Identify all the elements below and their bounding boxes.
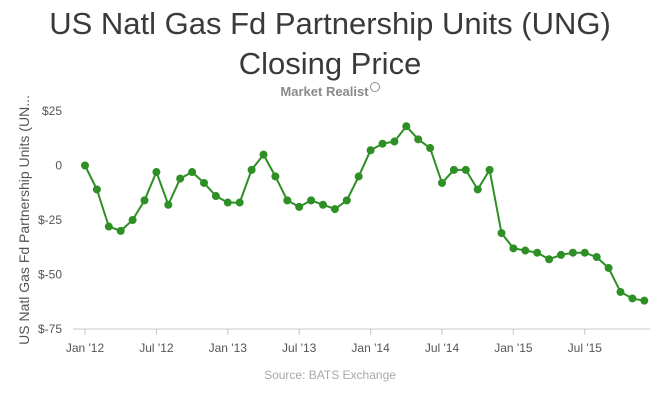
source-note: Source: BATS Exchange <box>264 368 396 382</box>
data-point[interactable] <box>580 248 589 257</box>
x-tick-label: Jul '14 <box>425 341 460 355</box>
data-point[interactable] <box>604 263 613 272</box>
data-point[interactable] <box>557 250 565 259</box>
data-point[interactable] <box>104 222 113 231</box>
data-point[interactable] <box>533 248 542 257</box>
data-point[interactable] <box>223 198 232 207</box>
data-point[interactable] <box>426 144 435 153</box>
data-point[interactable] <box>235 198 244 207</box>
data-point[interactable] <box>628 294 637 303</box>
data-point[interactable] <box>592 253 601 262</box>
data-point[interactable] <box>342 196 351 205</box>
brand-logo: Market Realist <box>0 82 660 99</box>
brand-text: Market Realist <box>280 84 369 99</box>
magnifier-icon <box>369 82 380 92</box>
data-point[interactable] <box>461 165 470 174</box>
data-point[interactable] <box>211 192 220 201</box>
data-point[interactable] <box>319 200 327 209</box>
x-tick-label: Jan '12 <box>66 341 105 355</box>
series-line <box>84 125 645 302</box>
data-point[interactable] <box>259 150 268 159</box>
data-point[interactable] <box>188 168 197 177</box>
x-tick-label: Jul '12 <box>139 341 174 355</box>
y-tick-label: $-75 <box>38 322 62 336</box>
data-point[interactable] <box>366 146 375 155</box>
data-point[interactable] <box>568 248 577 257</box>
x-tick-label: Jan '13 <box>209 341 248 355</box>
y-tick-label: 0 <box>55 159 62 173</box>
data-point[interactable] <box>92 185 101 194</box>
y-tick-label: $-50 <box>38 268 62 282</box>
data-point[interactable] <box>200 178 208 187</box>
data-point[interactable] <box>295 202 304 211</box>
data-point[interactable] <box>390 137 399 146</box>
chart-labels: $25 0 $-25 $-50 $-75 Jan '12 Jul '12 Jan '13 Jul… <box>16 95 602 355</box>
data-point[interactable] <box>164 200 173 209</box>
data-point[interactable] <box>497 229 506 238</box>
x-tick-label: Jan '15 <box>494 341 533 355</box>
y-tick-label: $25 <box>42 104 62 118</box>
data-point[interactable] <box>307 196 316 205</box>
data-point[interactable] <box>378 139 387 148</box>
data-point[interactable] <box>402 122 411 131</box>
x-tick-label: Jan '14 <box>351 341 390 355</box>
chart-title-line-2: Closing Price <box>238 46 422 81</box>
y-tick-label: $-25 <box>38 213 62 227</box>
data-point[interactable] <box>271 172 280 181</box>
data-point[interactable] <box>509 244 518 253</box>
data-point[interactable] <box>116 226 125 235</box>
data-point[interactable] <box>545 255 554 264</box>
data-point[interactable] <box>485 165 494 174</box>
data-point[interactable] <box>283 196 292 205</box>
data-point[interactable] <box>152 168 161 177</box>
data-point[interactable] <box>616 287 625 296</box>
data-point[interactable] <box>449 165 458 174</box>
x-tick-label: Jul '13 <box>282 341 317 355</box>
chart-axes <box>73 328 650 335</box>
data-point[interactable] <box>640 296 649 305</box>
chart-title-line-1: US Natl Gas Fd Partnership Units (UNG) <box>49 6 611 41</box>
data-point[interactable] <box>438 178 446 187</box>
y-axis-label: US Natl Gas Fd Partnership Units (UN... <box>16 95 32 345</box>
data-point[interactable] <box>128 216 137 224</box>
data-point[interactable] <box>330 205 339 214</box>
data-point[interactable] <box>247 165 256 174</box>
data-point[interactable] <box>414 135 423 144</box>
data-point[interactable] <box>81 161 89 170</box>
chart-title: US Natl Gas Fd Partnership Units (UNG) C… <box>0 4 660 84</box>
data-point[interactable] <box>354 172 363 181</box>
data-point[interactable] <box>521 246 530 255</box>
chart-series <box>81 122 649 305</box>
data-point[interactable] <box>176 174 185 183</box>
x-tick-label: Jul '15 <box>568 341 603 355</box>
data-point[interactable] <box>473 185 482 194</box>
data-point[interactable] <box>140 196 149 205</box>
